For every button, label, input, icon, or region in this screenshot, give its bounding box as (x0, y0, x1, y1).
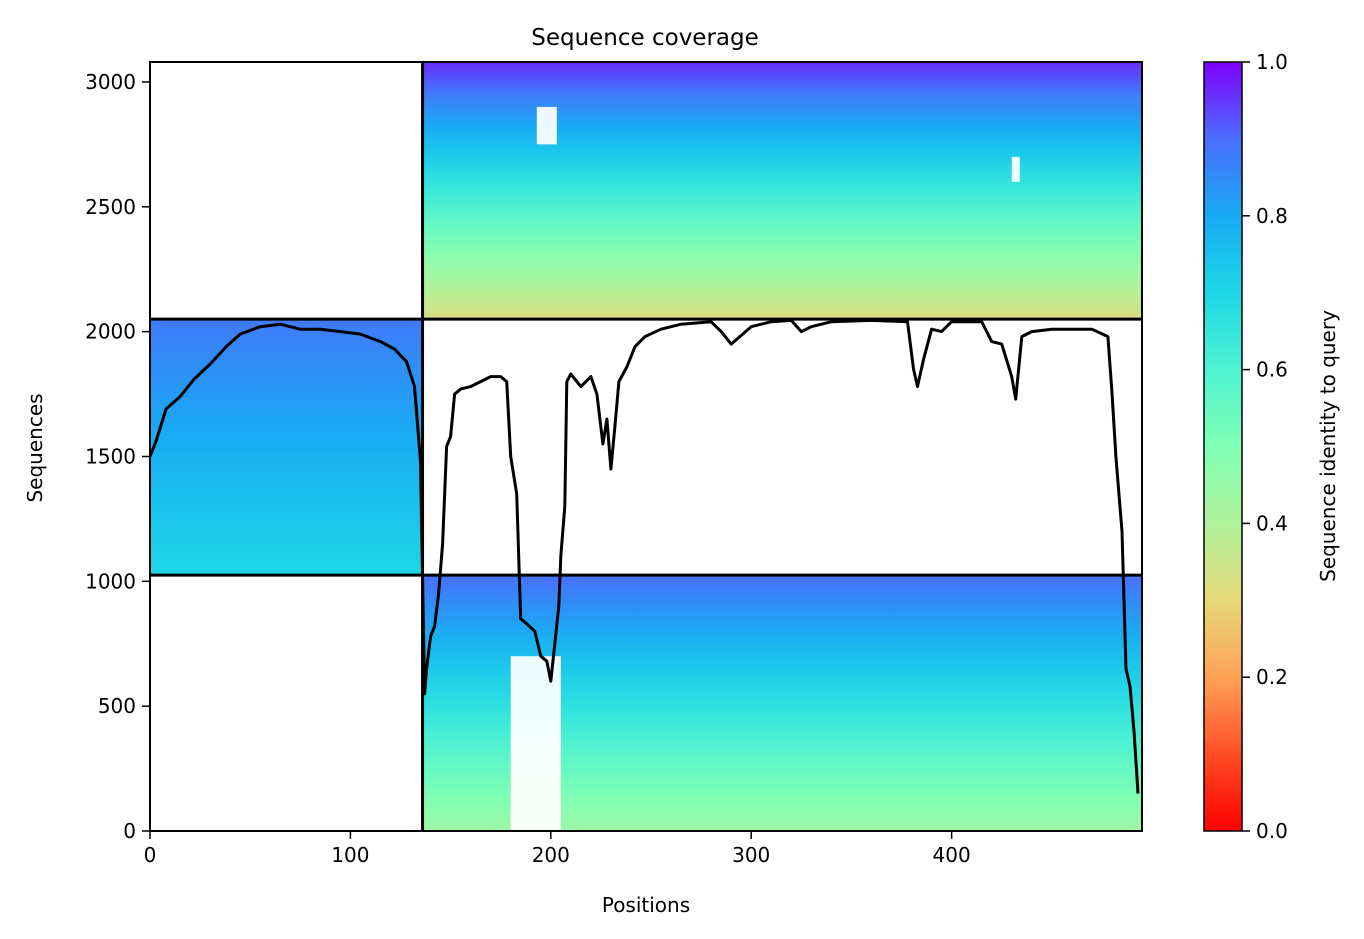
plot-area (148, 61, 1143, 832)
x-tick-label: 200 (532, 843, 570, 867)
gap-column (1011, 156, 1020, 182)
colorbar-tick-label: 0.6 (1256, 358, 1288, 382)
y-tick-label: 2500 (85, 195, 136, 219)
alignment-gaps (510, 106, 1020, 831)
chart-title: Sequence coverage (531, 25, 759, 51)
x-tick-label: 400 (933, 843, 971, 867)
y-tick-label: 3000 (85, 70, 136, 94)
colorbar-tick-label: 1.0 (1256, 50, 1288, 74)
coverage-line (148, 318, 1140, 794)
gap-column (510, 656, 561, 831)
colorbar-ticks: 0.0 0.2 0.4 0.6 0.8 1.0 (1242, 50, 1288, 843)
y-axis-label: Sequences (23, 393, 47, 502)
x-axis-ticks: 0 100 200 300 400 (144, 831, 971, 867)
colorbar-tick-label: 0.0 (1256, 819, 1288, 843)
y-axis-ticks: 0 500 1000 1500 2000 2500 3000 (85, 70, 150, 843)
x-tick-label: 300 (732, 843, 770, 867)
y-tick-label: 1000 (85, 569, 136, 593)
x-tick-label: 0 (144, 843, 157, 867)
colorbar-tick-label: 0.8 (1256, 204, 1288, 228)
y-tick-label: 2000 (85, 320, 136, 344)
x-axis-label: Positions (602, 893, 690, 917)
colorbar-gradient (1203, 61, 1243, 832)
colorbar: 0.0 0.2 0.4 0.6 0.8 1.0 Sequence identity to … (1203, 50, 1340, 843)
y-tick-label: 500 (98, 694, 136, 718)
alignment-segment (422, 62, 1142, 320)
y-tick-label: 1500 (85, 444, 136, 468)
y-tick-label: 0 (123, 819, 136, 843)
gap-column (536, 106, 557, 145)
colorbar-tick-label: 0.2 (1256, 665, 1288, 689)
x-tick-label: 100 (331, 843, 369, 867)
colorbar-label: Sequence identity to query (1316, 310, 1340, 582)
plot-frame (149, 61, 1143, 832)
alignment-segment (150, 319, 423, 576)
colorbar-tick-label: 0.4 (1256, 511, 1288, 535)
segment-boundaries (150, 62, 1142, 831)
